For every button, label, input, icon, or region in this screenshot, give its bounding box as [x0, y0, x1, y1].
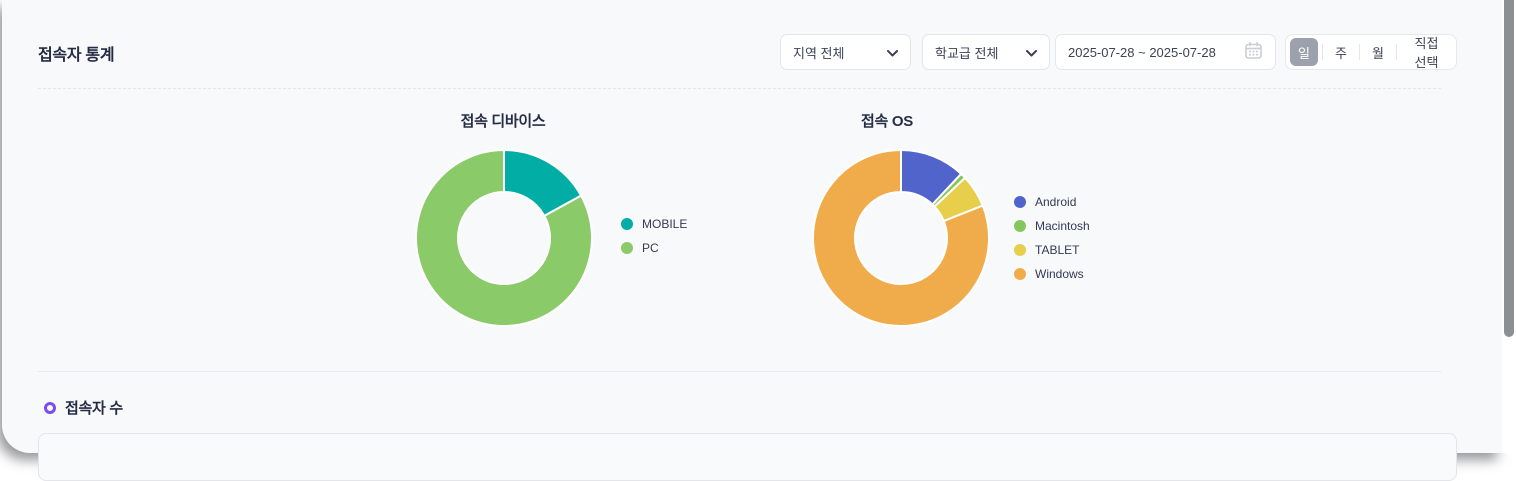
legend-item-mobile[interactable]: MOBILE — [621, 212, 687, 236]
period-button[interactable]: 월 — [1364, 38, 1392, 66]
region-select-value: 지역 전체 — [793, 45, 845, 61]
scrollbar-thumb[interactable] — [1504, 0, 1514, 337]
bullet-ring-icon — [44, 401, 56, 414]
chevron-down-icon — [1026, 45, 1037, 60]
legend-swatch — [1014, 244, 1026, 256]
legend-item-pc[interactable]: PC — [621, 236, 687, 260]
period-button[interactable]: 주 — [1327, 38, 1355, 66]
calendar-icon[interactable] — [1244, 41, 1263, 63]
school-level-select[interactable]: 학교급 전체 — [922, 34, 1050, 70]
legend-item-android[interactable]: Android — [1014, 190, 1090, 214]
header-divider — [38, 88, 1441, 89]
legend-swatch — [621, 242, 633, 254]
period-button[interactable]: 직접선택 — [1401, 36, 1452, 70]
legend-label: TABLET — [1035, 243, 1080, 257]
legend-label: PC — [642, 241, 659, 255]
donut-slice-pc[interactable] — [415, 149, 593, 327]
donut-slice-windows[interactable] — [812, 149, 990, 327]
legend-label: MOBILE — [642, 217, 688, 231]
os-chart-legend: Android Macintosh TABLET Windows — [1014, 190, 1090, 286]
legend-swatch — [621, 218, 633, 230]
legend-item-windows[interactable]: Windows — [1014, 262, 1090, 286]
date-range-value: 2025-07-28 ~ 2025-07-28 — [1068, 44, 1216, 60]
period-separator — [1322, 44, 1323, 60]
legend-swatch — [1014, 268, 1026, 280]
device-donut-chart — [415, 149, 593, 327]
legend-label: Macintosh — [1035, 219, 1090, 233]
legend-swatch — [1014, 196, 1026, 208]
legend-swatch — [1014, 220, 1026, 232]
date-range-input[interactable]: 2025-07-28 ~ 2025-07-28 — [1055, 34, 1276, 70]
os-chart-title: 접속 OS — [861, 113, 913, 130]
visitors-section-title: 접속자 수 — [65, 400, 123, 417]
period-separator — [1359, 44, 1360, 60]
legend-item-tablet[interactable]: TABLET — [1014, 238, 1090, 262]
legend-label: Windows — [1035, 267, 1084, 281]
section-divider — [38, 371, 1441, 372]
device-chart-title: 접속 디바이스 — [460, 113, 546, 130]
legend-item-macintosh[interactable]: Macintosh — [1014, 214, 1090, 238]
period-toggle-group: 일 주 월 직접선택 — [1285, 34, 1457, 70]
device-chart-legend: MOBILE PC — [621, 212, 687, 260]
region-select[interactable]: 지역 전체 — [780, 34, 911, 70]
visitors-section-header: 접속자 수 — [44, 397, 123, 418]
period-separator — [1396, 44, 1397, 60]
os-donut-chart — [812, 149, 990, 327]
school-level-select-value: 학교급 전체 — [935, 45, 999, 61]
chevron-down-icon — [887, 45, 898, 60]
page-title: 접속자 통계 — [38, 47, 115, 64]
scrollbar[interactable] — [1502, 0, 1516, 453]
period-button[interactable]: 일 — [1290, 38, 1318, 66]
visitors-panel — [38, 433, 1457, 481]
legend-label: Android — [1035, 195, 1077, 209]
